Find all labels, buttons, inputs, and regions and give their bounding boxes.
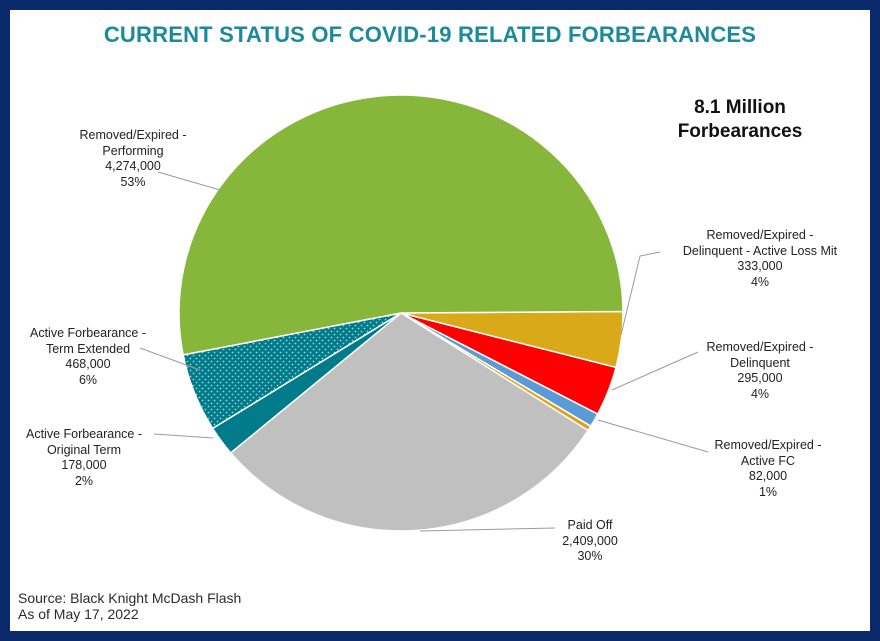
- slice-removed-expired-performing: [178, 94, 624, 356]
- label-line: Delinquent - Active Loss Mit: [682, 243, 838, 258]
- subtitle-line-2: Forbearances: [677, 121, 803, 142]
- leader-term-extended: [139, 347, 201, 371]
- label-active-forbearance-original-term: Active Forbearance - Original Term 178,0…: [14, 427, 154, 489]
- label-percent: 53%: [120, 174, 146, 189]
- chart-subtitle: 8.1 Million Forbearances: [660, 96, 820, 144]
- label-line: Removed/Expired -: [706, 340, 814, 354]
- label-line: Performing: [102, 143, 164, 158]
- label-paid-off: Paid Off 2,409,000 30%: [540, 518, 640, 565]
- label-line: Term Extended: [45, 341, 131, 356]
- label-line: Active Forbearance -: [29, 326, 147, 340]
- label-value: 333,000: [737, 259, 783, 273]
- label-percent: 2%: [74, 473, 94, 488]
- label-value: 295,000: [737, 371, 783, 385]
- subtitle-line-1: 8.1 Million: [694, 97, 786, 118]
- label-value: 178,000: [61, 458, 107, 472]
- leader-lines: [139, 171, 709, 532]
- label-percent: 4%: [750, 274, 770, 289]
- source-line-2: As of May 17, 2022: [18, 606, 139, 622]
- label-line: Paid Off: [567, 518, 613, 532]
- chart-title: CURRENT STATUS OF COVID-19 RELATED FORBE…: [103, 22, 757, 47]
- label-line: Active FC: [740, 453, 796, 468]
- label-removed-expired-active-fc: Removed/Expired - Active FC 82,000 1%: [688, 438, 848, 500]
- leader-original-term: [153, 433, 214, 439]
- label-line: Original Term: [46, 442, 122, 457]
- label-percent: 1%: [758, 484, 778, 499]
- leader-paid-off: [419, 527, 556, 532]
- label-line: Removed/Expired -: [714, 438, 822, 452]
- label-line: Active Forbearance -: [25, 427, 143, 441]
- label-value: 82,000: [748, 469, 788, 483]
- label-percent: 4%: [750, 386, 770, 401]
- label-percent: 6%: [78, 372, 98, 387]
- source-line-1: Source: Black Knight McDash Flash: [18, 590, 242, 606]
- source-note: Source: Black Knight McDash Flash As of …: [18, 590, 241, 622]
- leader-delinquent: [611, 351, 699, 391]
- leader-loss-mit: [620, 251, 661, 336]
- pie-slices: [178, 94, 624, 532]
- label-value: 4,274,000: [105, 159, 161, 173]
- label-value: 2,409,000: [562, 533, 618, 548]
- label-line: Delinquent: [730, 355, 790, 370]
- label-removed-expired-performing: Removed/Expired - Performing 4,274,000 5…: [48, 128, 218, 190]
- label-removed-expired-delinquent: Removed/Expired - Delinquent 295,000 4%: [680, 340, 840, 402]
- label-value: 468,000: [65, 357, 111, 371]
- label-line: Removed/Expired -: [79, 128, 187, 142]
- leader-active-fc: [597, 419, 709, 453]
- label-active-forbearance-term-extended: Active Forbearance - Term Extended 468,0…: [18, 326, 158, 388]
- label-percent: 30%: [577, 549, 603, 563]
- slice-paid-off: [229, 312, 590, 532]
- label-line: Removed/Expired -: [706, 228, 814, 242]
- leader-performing: [157, 171, 221, 191]
- label-removed-expired-delinquent-active-loss-mit: Removed/Expired - Delinquent - Active Lo…: [660, 228, 860, 290]
